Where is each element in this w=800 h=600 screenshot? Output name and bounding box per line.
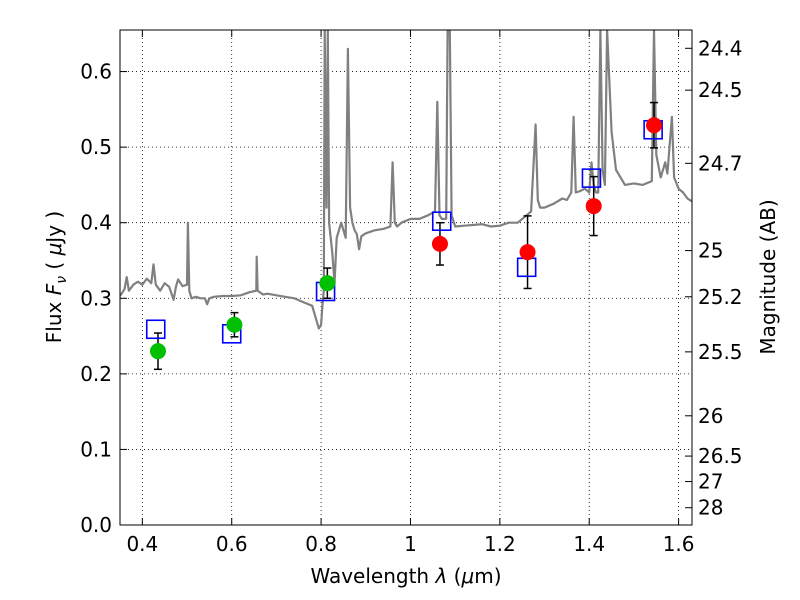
spectrum-layer	[120, 30, 692, 330]
y2-tick-label: 25.2	[698, 285, 743, 309]
x-tick-label: 1	[404, 532, 417, 556]
y-tick-label: 0.2	[80, 362, 112, 386]
x-tick-label: 0.6	[216, 532, 248, 556]
x-tick-label: 1.6	[663, 532, 695, 556]
y2-tick-label: 25	[698, 239, 723, 263]
y2-tick-label: 24.7	[698, 151, 743, 175]
observed-point	[585, 198, 602, 215]
y-tick-label: 0.6	[80, 60, 112, 84]
model-photometry-square	[581, 168, 602, 188]
y-tick-label: 0.5	[80, 135, 112, 159]
tick-label-layer: 0.4 0.6 0.8 1 1.2 1.4 1.6 0.0 0.1 0.2 0.3 0.4 0.5 0.6…	[80, 36, 742, 556]
marker-layer	[145, 117, 663, 360]
y2-tick-label: 28	[698, 496, 723, 520]
x-axis-label: Wavelength λ (μm)	[310, 564, 501, 588]
y2-axis-label: Magnitude (AB)	[756, 199, 780, 354]
tick-layer	[120, 30, 692, 526]
y-tick-label: 0.4	[80, 211, 112, 235]
x-tick-label: 1.2	[484, 532, 516, 556]
y2-tick-label: 24.4	[698, 36, 743, 60]
y2-tick-label: 26.5	[698, 444, 743, 468]
observed-point	[519, 244, 536, 261]
y2-tick-label: 24.5	[698, 78, 743, 102]
y2-tick-label: 25.5	[698, 340, 743, 364]
model-photometry-square	[431, 211, 452, 231]
plot-frame	[119, 29, 693, 526]
y2-tick-label: 26	[698, 404, 723, 428]
observed-point	[431, 235, 448, 252]
y-tick-label: 0.1	[80, 437, 112, 461]
y-axis-label: Flux Fν ( μJy )	[42, 211, 70, 343]
x-tick-label: 1.4	[573, 532, 605, 556]
observed-point	[226, 316, 243, 333]
y-tick-label: 0.3	[80, 286, 112, 310]
spectrum-line	[120, 30, 692, 330]
x-tick-label: 0.8	[305, 532, 337, 556]
observed-point	[319, 275, 336, 292]
y2-tick-label: 27	[698, 470, 723, 494]
observed-point	[149, 343, 166, 360]
x-tick-label: 0.4	[126, 532, 158, 556]
y-tick-label: 0.0	[80, 513, 112, 537]
observed-point	[646, 117, 663, 134]
model-photometry-square	[145, 319, 166, 340]
